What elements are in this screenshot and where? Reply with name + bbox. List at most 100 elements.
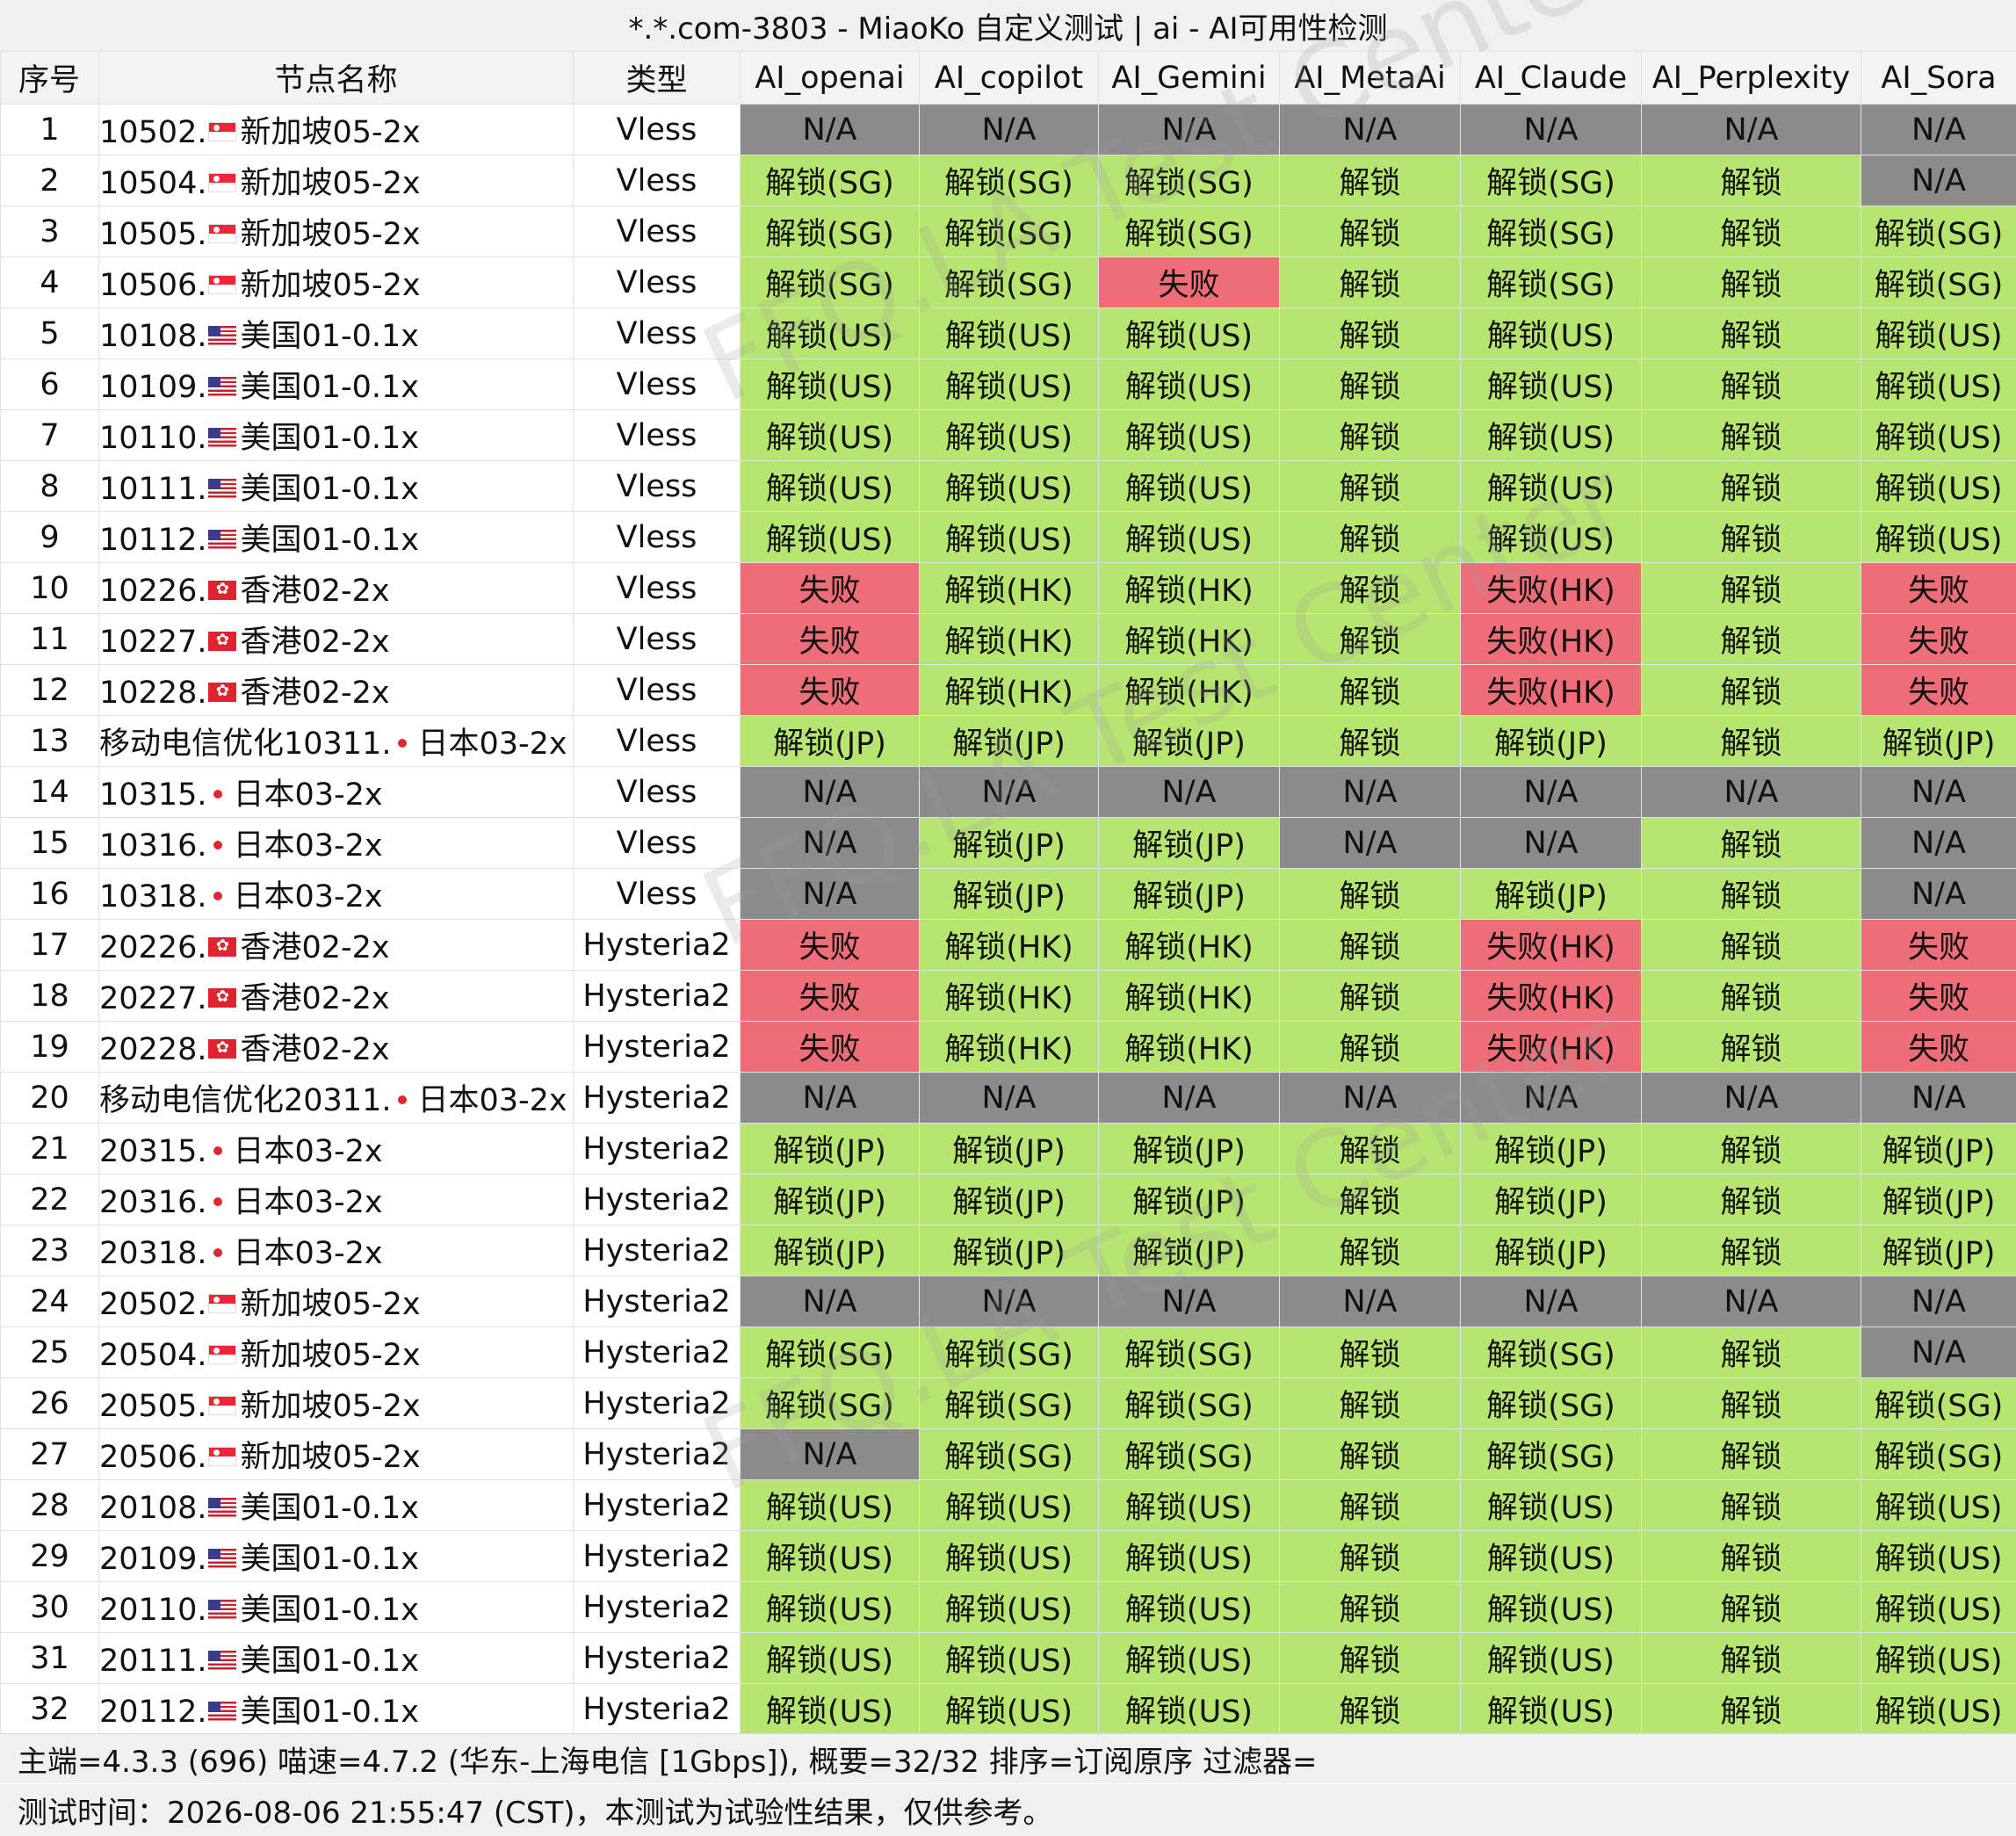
table-row[interactable]: 21 20315. 日本03-2x Hysteria2 解锁(JP) 解锁(JP) 解锁(J… (0, 1123, 2016, 1175)
result-gemini: 解锁(US) (1098, 1683, 1280, 1735)
table-row[interactable]: 5 10108. 美国01-0.1x Vless 解锁(US) 解锁(US) 解锁(US) 解… (0, 307, 2016, 359)
row-seq: 17 (0, 919, 99, 971)
node-name-cell: 10110. 美国01-0.1x (98, 409, 574, 461)
result-sora: 失败 (1861, 562, 2016, 614)
result-metaai: 解锁 (1279, 1479, 1461, 1531)
table-row[interactable]: 4 10506. 新加坡05-2x Vless 解锁(SG) 解锁(SG) 失败 解锁 解锁(S… (0, 257, 2016, 308)
result-perplexity: 解锁 (1641, 409, 1861, 461)
result-gemini: 解锁(US) (1098, 1632, 1280, 1684)
flag-sg-icon (208, 1396, 237, 1415)
result-copilot: 解锁(US) (919, 1581, 1099, 1633)
result-openai: 解锁(US) (740, 1530, 920, 1582)
table-row[interactable]: 29 20109. 美国01-0.1x Hysteria2 解锁(US) 解锁(US) 解锁… (0, 1530, 2016, 1582)
table-row[interactable]: 1720226.香港02-2xHysteria2失败解锁(HK)解锁(HK)解锁… (0, 919, 2016, 971)
result-openai: 失败 (740, 562, 920, 614)
result-gemini: 解锁(JP) (1098, 1123, 1280, 1175)
table-row[interactable]: 23 20318. 日本03-2x Hysteria2 解锁(JP) 解锁(JP) 解锁(J… (0, 1225, 2016, 1276)
node-region: 日本03-2x (233, 1236, 383, 1271)
node-region: 香港02-2x (240, 574, 390, 609)
node-prefix: 20226. (99, 930, 207, 965)
table-row[interactable]: 13 移动电信优化10311. 日本03-2x Vless 解锁(JP) 解锁(JP) 解锁… (0, 715, 2016, 767)
column-header-metaai[interactable]: AI_MetaAi (1279, 51, 1461, 105)
table-row[interactable]: 28 20108. 美国01-0.1x Hysteria2 解锁(US) 解锁(US) 解锁… (0, 1479, 2016, 1531)
table-row[interactable]: 27 20506. 新加坡05-2x Hysteria2 N/A 解锁(SG) 解锁(SG)… (0, 1428, 2016, 1480)
node-type: Hysteria2 (573, 919, 741, 971)
table-row[interactable]: 22 20316. 日本03-2x Hysteria2 解锁(JP) 解锁(JP) 解锁(J… (0, 1174, 2016, 1225)
column-header-claude[interactable]: AI_Claude (1460, 51, 1642, 105)
result-copilot: 解锁(HK) (919, 970, 1099, 1022)
result-openai: 解锁(SG) (740, 155, 920, 206)
result-copilot: 解锁(SG) (919, 1377, 1099, 1429)
result-copilot: 解锁(US) (919, 409, 1099, 461)
table-row[interactable]: 6 10109. 美国01-0.1x Vless 解锁(US) 解锁(US) 解锁(US) 解… (0, 358, 2016, 410)
column-header-gemini[interactable]: AI_Gemini (1098, 51, 1280, 105)
column-header-sora[interactable]: AI_Sora (1861, 51, 2016, 105)
node-name-cell: 10502. 新加坡05-2x (98, 104, 574, 155)
table-row[interactable]: 15 10316. 日本03-2x Vless N/A 解锁(JP) 解锁(JP) N/A N/… (0, 817, 2016, 869)
node-prefix: 20506. (99, 1440, 207, 1475)
table-row[interactable]: 25 20504. 新加坡05-2x Hysteria2 解锁(SG) 解锁(SG) 解锁(… (0, 1326, 2016, 1378)
flag-us-icon (208, 1498, 237, 1517)
result-sora: N/A (1861, 1276, 2016, 1327)
table-row[interactable]: 9 10112. 美国01-0.1x Vless 解锁(US) 解锁(US) 解锁(US) 解… (0, 511, 2016, 563)
node-prefix: 10226. (99, 574, 207, 609)
node-type: Vless (573, 613, 741, 665)
node-name-cell: 10506. 新加坡05-2x (98, 257, 574, 308)
table-row[interactable]: 1110227.香港02-2xVless失败解锁(HK)解锁(HK)解锁失败(H… (0, 613, 2016, 665)
table-row[interactable]: 26 20505. 新加坡05-2x Hysteria2 解锁(SG) 解锁(SG) 解锁(… (0, 1377, 2016, 1429)
node-name-cell: 20315. 日本03-2x (98, 1123, 574, 1175)
table-row[interactable]: 1210228.香港02-2xVless失败解锁(HK)解锁(HK)解锁失败(H… (0, 664, 2016, 716)
result-sora: 解锁(US) (1861, 511, 2016, 563)
result-metaai: 解锁 (1279, 1428, 1461, 1480)
row-seq: 24 (0, 1276, 99, 1327)
node-prefix: 20228. (99, 1032, 207, 1067)
column-header-copilot[interactable]: AI_copilot (919, 51, 1099, 105)
column-header-perplexity[interactable]: AI_Perplexity (1641, 51, 1861, 105)
result-claude: 失败(HK) (1460, 664, 1642, 716)
table-row[interactable]: 32 20112. 美国01-0.1x Hysteria2 解锁(US) 解锁(US) 解锁… (0, 1683, 2016, 1735)
table-row[interactable]: 3 10505. 新加坡05-2x Vless 解锁(SG) 解锁(SG) 解锁(SG) 解锁… (0, 206, 2016, 257)
node-region: 日本03-2x (233, 879, 383, 914)
result-copilot: 解锁(SG) (919, 206, 1099, 257)
result-openai: 解锁(US) (740, 1581, 920, 1633)
result-claude: N/A (1460, 1072, 1642, 1124)
result-perplexity: 解锁 (1641, 511, 1861, 563)
table-row[interactable]: 16 10318. 日本03-2x Vless N/A 解锁(JP) 解锁(JP) 解锁 解锁(… (0, 868, 2016, 920)
node-region: 日本03-2x (417, 726, 567, 762)
node-region: 美国01-0.1x (240, 1644, 420, 1679)
column-header-type[interactable]: 类型 (573, 51, 741, 105)
result-claude: 解锁(US) (1460, 1581, 1642, 1633)
result-perplexity: 解锁 (1641, 257, 1861, 308)
row-seq: 12 (0, 664, 99, 716)
node-type: Hysteria2 (573, 1530, 741, 1582)
node-name-cell: 10316. 日本03-2x (98, 817, 574, 869)
result-copilot: 解锁(US) (919, 511, 1099, 563)
table-row[interactable]: 8 10111. 美国01-0.1x Vless 解锁(US) 解锁(US) 解锁(US) 解… (0, 460, 2016, 512)
table-row[interactable]: 30 20110. 美国01-0.1x Hysteria2 解锁(US) 解锁(US) 解锁… (0, 1581, 2016, 1633)
row-seq: 16 (0, 868, 99, 920)
table-row[interactable]: 31 20111. 美国01-0.1x Hysteria2 解锁(US) 解锁(US) 解锁… (0, 1632, 2016, 1684)
table-row[interactable]: 7 10110. 美国01-0.1x Vless 解锁(US) 解锁(US) 解锁(US) 解… (0, 409, 2016, 461)
table-row[interactable]: 2 10504. 新加坡05-2x Vless 解锁(SG) 解锁(SG) 解锁(SG) 解锁… (0, 155, 2016, 206)
result-sora: N/A (1861, 104, 2016, 155)
node-type: Hysteria2 (573, 1683, 741, 1735)
result-perplexity: 解锁 (1641, 1021, 1861, 1073)
table-row[interactable]: 1 10502. 新加坡05-2x Vless N/A N/A N/A N/A N/A N/A N/… (0, 104, 2016, 155)
result-perplexity: 解锁 (1641, 460, 1861, 512)
column-header-seq[interactable]: 序号 (0, 51, 99, 105)
table-row[interactable]: 24 20502. 新加坡05-2x Hysteria2 N/A N/A N/A N/A N/A… (0, 1276, 2016, 1327)
node-prefix: 10111. (99, 472, 207, 507)
column-header-node-name[interactable]: 节点名称 (98, 51, 574, 105)
result-sora: 解锁(SG) (1861, 206, 2016, 257)
table-row[interactable]: 14 10315. 日本03-2x Vless N/A N/A N/A N/A N/A N/A N/… (0, 766, 2016, 818)
node-region: 美国01-0.1x (240, 1695, 420, 1730)
column-header-openai[interactable]: AI_openai (740, 51, 920, 105)
table-row[interactable]: 20 移动电信优化20311. 日本03-2x Hysteria2 N/A N/A N/A N… (0, 1072, 2016, 1124)
table-row[interactable]: 1010226.香港02-2xVless失败解锁(HK)解锁(HK)解锁失败(H… (0, 562, 2016, 614)
result-gemini: 失败 (1098, 257, 1280, 308)
result-copilot: N/A (919, 1276, 1099, 1327)
result-gemini: 解锁(US) (1098, 1530, 1280, 1582)
node-name-cell: 10228. 香港02-2x (98, 664, 574, 716)
table-row[interactable]: 1820227.香港02-2xHysteria2失败解锁(HK)解锁(HK)解锁… (0, 970, 2016, 1022)
table-row[interactable]: 1920228.香港02-2xHysteria2失败解锁(HK)解锁(HK)解锁… (0, 1021, 2016, 1073)
